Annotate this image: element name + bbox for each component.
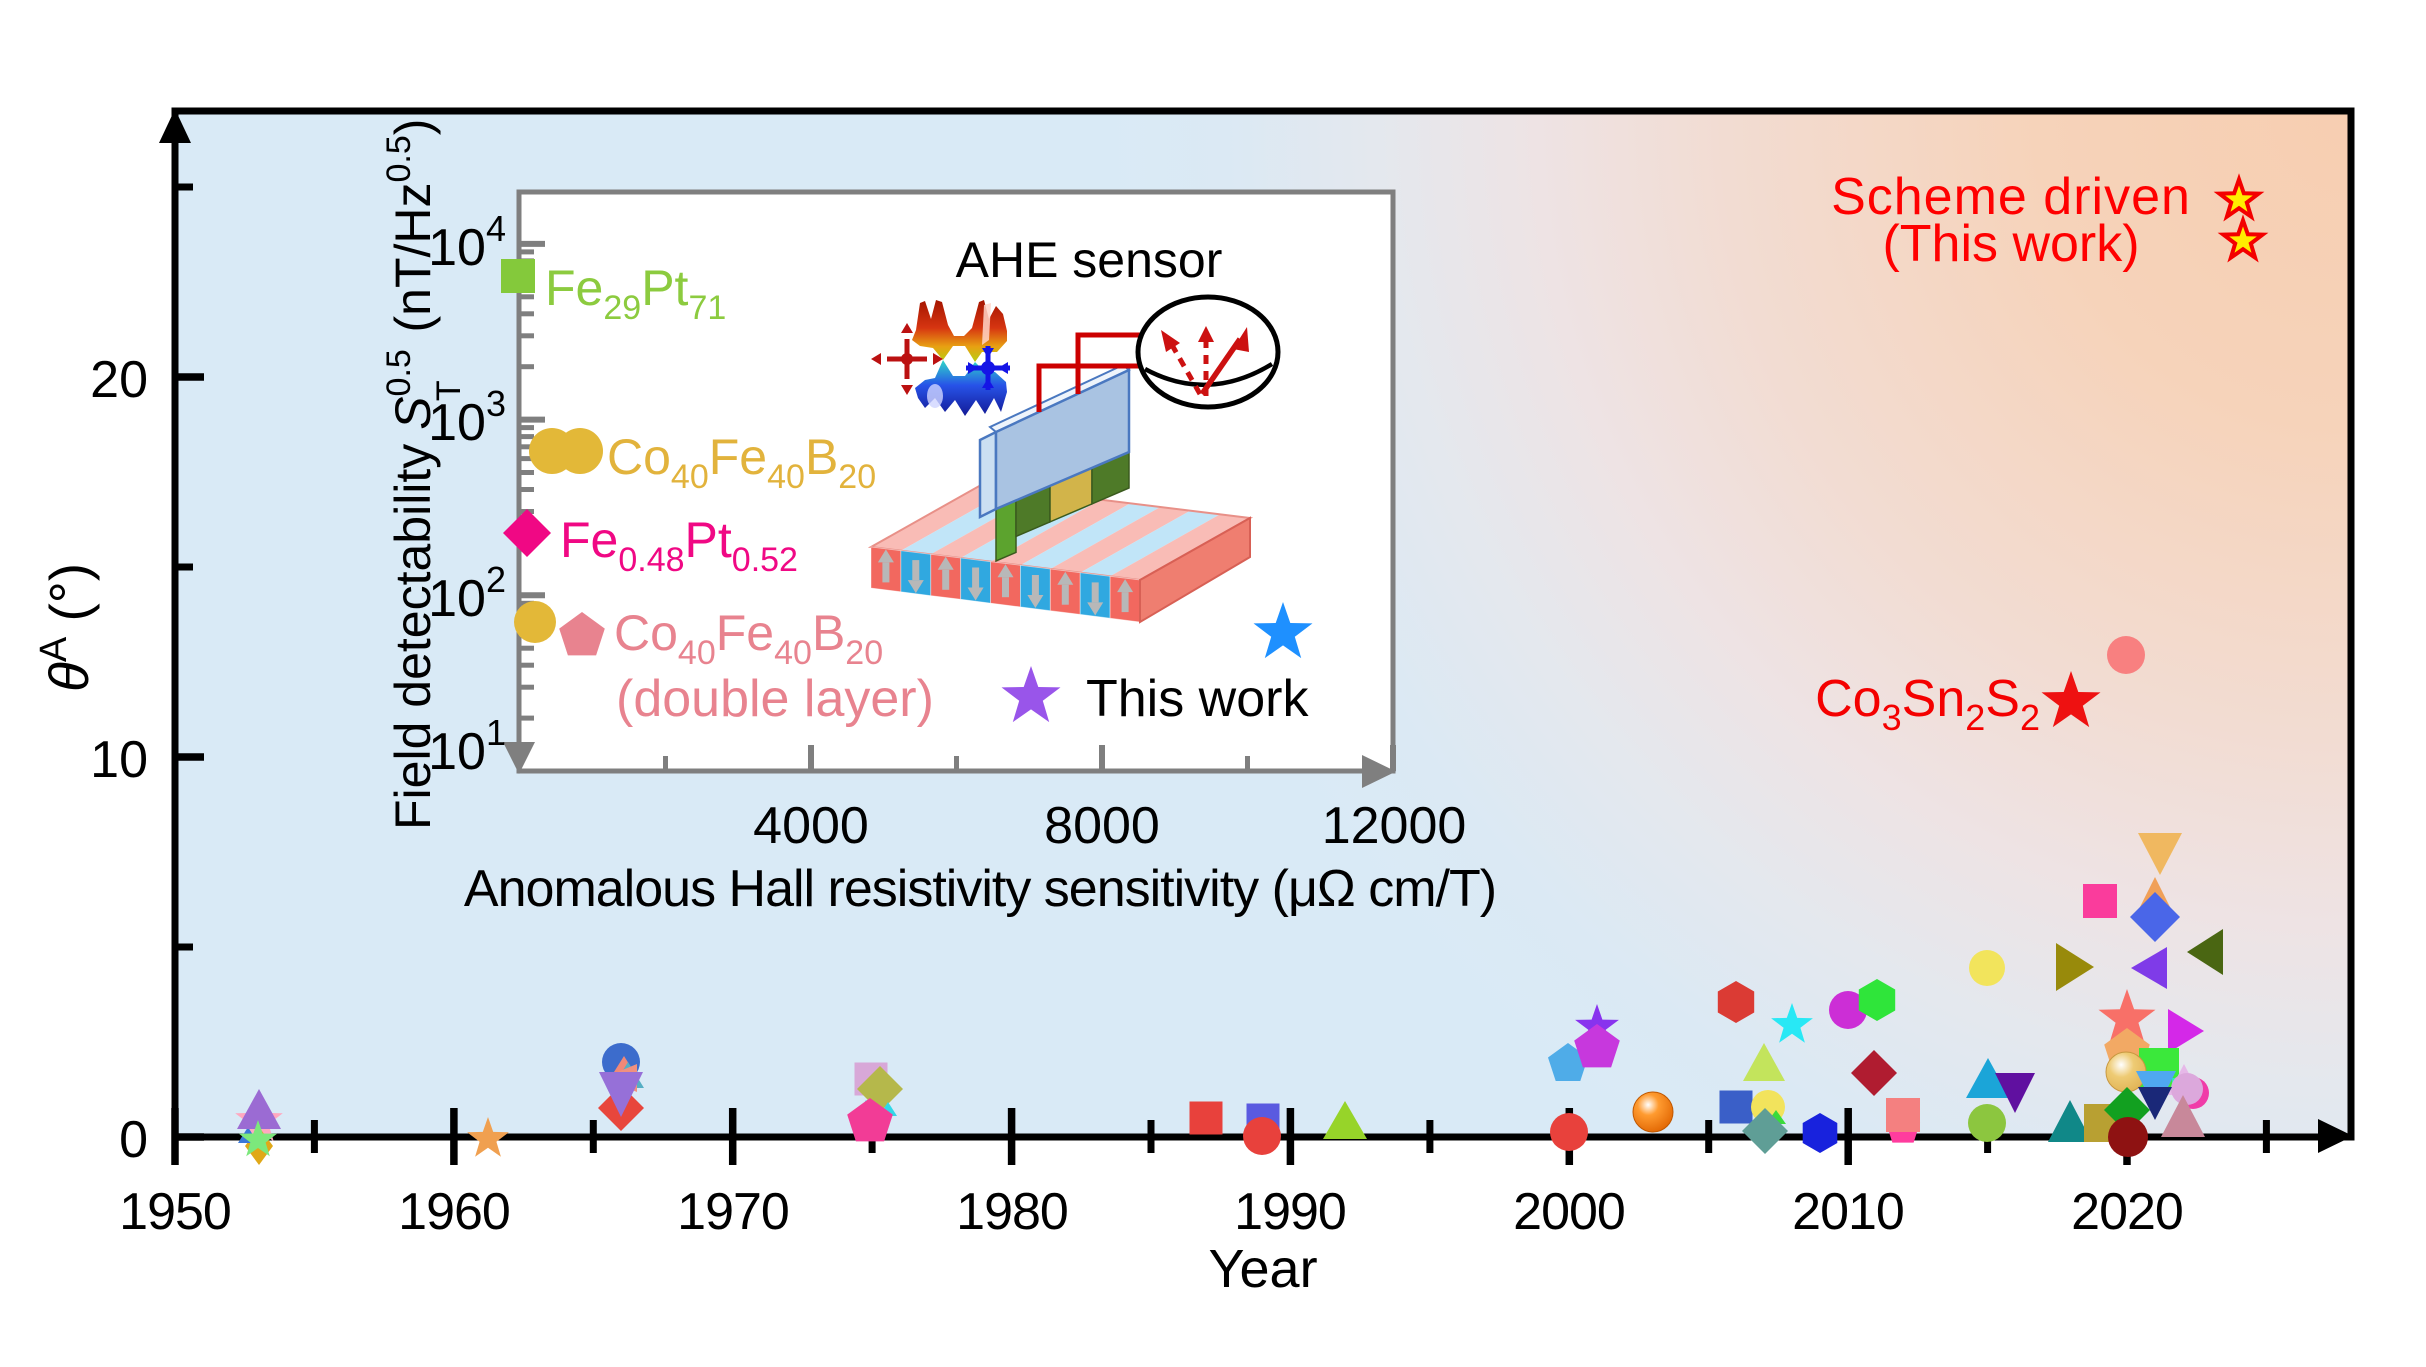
svg-text:4000: 4000 <box>753 797 869 855</box>
svg-text:2020: 2020 <box>2071 1183 2183 1241</box>
svg-text:10: 10 <box>90 731 148 789</box>
svg-text:1960: 1960 <box>398 1183 510 1241</box>
svg-text:0: 0 <box>119 1111 148 1169</box>
svg-text:Co3Sn2S2: Co3Sn2S2 <box>1815 670 2040 738</box>
svg-text:1990: 1990 <box>1234 1183 1346 1241</box>
svg-text:AHE sensor: AHE sensor <box>956 232 1223 288</box>
svg-text:1970: 1970 <box>677 1183 789 1241</box>
svg-text:2000: 2000 <box>1513 1183 1625 1241</box>
svg-text:Co40Fe40B20: Co40Fe40B20 <box>614 605 883 672</box>
svg-text:2010: 2010 <box>1792 1183 1904 1241</box>
svg-text:8000: 8000 <box>1044 797 1160 855</box>
svg-text:Co40Fe40B20: Co40Fe40B20 <box>607 429 876 496</box>
svg-text:20: 20 <box>90 351 148 409</box>
svg-text:104: 104 <box>428 208 506 277</box>
svg-text:1980: 1980 <box>956 1183 1068 1241</box>
svg-text:1950: 1950 <box>119 1183 231 1241</box>
svg-text:Scheme driven: Scheme driven <box>1831 168 2191 226</box>
svg-text:(This work): (This work) <box>1882 215 2139 273</box>
svg-text:Anomalous Hall resistivity sen: Anomalous Hall resistivity sensitivity (… <box>464 860 1496 918</box>
svg-text:Year: Year <box>1208 1239 1317 1299</box>
svg-text:θA (°): θA (°) <box>33 563 100 692</box>
svg-text:(double layer): (double layer) <box>616 670 934 728</box>
svg-text:12000: 12000 <box>1322 797 1467 855</box>
svg-text:This work: This work <box>1086 670 1309 728</box>
